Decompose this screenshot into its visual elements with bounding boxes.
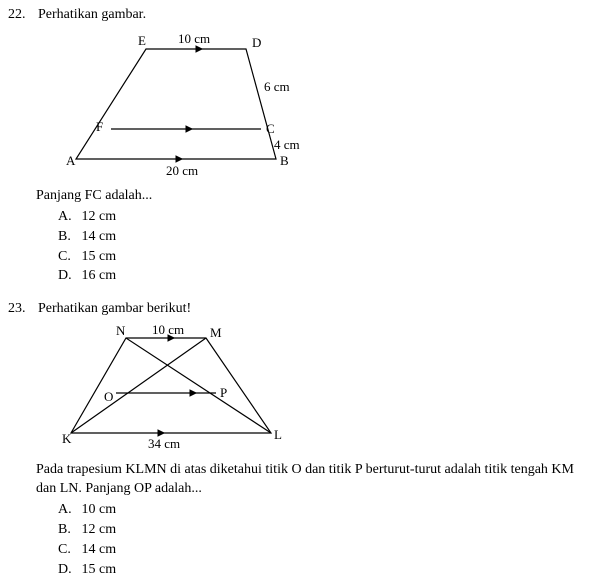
option-letter: C. (58, 248, 78, 267)
question-23: 23. Perhatikan gambar berikut! (8, 300, 598, 579)
option-text: 15 cm (82, 562, 117, 577)
option-letter: C. (58, 541, 78, 560)
dim-DC: 6 cm (264, 79, 290, 94)
label-B: B (280, 153, 289, 168)
option-text: 16 cm (82, 268, 117, 283)
question-23-options: A. 10 cm B. 12 cm C. 14 cm D. 15 cm (58, 501, 598, 580)
option-letter: D. (58, 561, 78, 580)
option-text: 12 cm (82, 522, 117, 537)
label-K: K (62, 431, 72, 446)
question-22-options: A. 12 cm B. 14 cm C. 15 cm D. 16 cm (58, 208, 598, 287)
dim-NM: 10 cm (152, 323, 184, 337)
option-22-d: D. 16 cm (58, 267, 598, 286)
option-letter: B. (58, 228, 78, 247)
label-N: N (116, 323, 126, 338)
label-E: E (138, 33, 146, 48)
dim-KL: 34 cm (148, 436, 180, 451)
option-23-d: D. 15 cm (58, 561, 598, 580)
label-O: O (104, 389, 113, 404)
label-M: M (210, 325, 222, 340)
question-22-intro: Perhatikan gambar. (38, 6, 146, 25)
option-22-a: A. 12 cm (58, 208, 598, 227)
question-23-header: 23. Perhatikan gambar berikut! (8, 300, 598, 319)
option-text: 10 cm (82, 502, 117, 517)
label-C: C (266, 121, 275, 136)
dim-CB: 4 cm (274, 137, 300, 152)
dim-ED: 10 cm (178, 31, 210, 46)
question-23-intro: Perhatikan gambar berikut! (38, 300, 191, 319)
option-23-c: C. 14 cm (58, 541, 598, 560)
option-text: 14 cm (82, 229, 117, 244)
option-22-b: B. 14 cm (58, 228, 598, 247)
option-letter: A. (58, 501, 78, 520)
option-23-a: A. 10 cm (58, 501, 598, 520)
trapezoid-22-svg: E D C B A F 10 cm 6 cm 4 cm 20 cm (56, 29, 316, 179)
question-22-number: 22. (8, 6, 32, 25)
label-F: F (96, 119, 103, 134)
question-23-desc: Pada trapesium KLMN di atas diketahui ti… (36, 461, 580, 499)
option-23-b: B. 12 cm (58, 521, 598, 540)
label-L: L (274, 427, 282, 442)
option-letter: A. (58, 208, 78, 227)
label-D: D (252, 35, 261, 50)
question-22-prompt: Panjang FC adalah... (36, 187, 598, 206)
question-22: 22. Perhatikan gambar. (8, 6, 598, 286)
label-A: A (66, 153, 76, 168)
option-letter: D. (58, 267, 78, 286)
option-22-c: C. 15 cm (58, 248, 598, 267)
label-P: P (220, 385, 227, 400)
option-text: 12 cm (82, 209, 117, 224)
question-23-figure: N M O P K L 10 cm 34 cm (56, 323, 598, 453)
question-23-number: 23. (8, 300, 32, 319)
option-text: 14 cm (82, 542, 117, 557)
question-22-header: 22. Perhatikan gambar. (8, 6, 598, 25)
dim-AB: 20 cm (166, 163, 198, 178)
trapezoid-23-svg: N M O P K L 10 cm 34 cm (56, 323, 306, 453)
option-letter: B. (58, 521, 78, 540)
question-22-figure: E D C B A F 10 cm 6 cm 4 cm 20 cm (56, 29, 598, 179)
option-text: 15 cm (82, 249, 117, 264)
